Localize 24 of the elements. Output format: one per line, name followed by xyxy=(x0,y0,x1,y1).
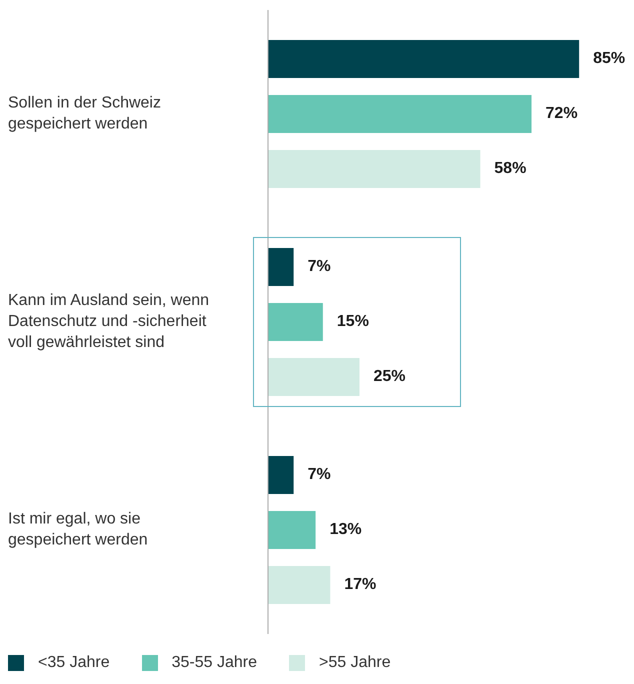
bar xyxy=(268,456,294,494)
data-label: 7% xyxy=(308,466,331,484)
data-label: 25% xyxy=(374,368,406,386)
data-label: 72% xyxy=(546,105,578,122)
data-label: 58% xyxy=(494,160,526,178)
data-label: 15% xyxy=(336,313,369,330)
bar xyxy=(268,511,316,549)
data-label: 17% xyxy=(344,576,376,594)
bar xyxy=(268,248,294,286)
data-label: 7% xyxy=(308,258,331,276)
legend-label: >55 Jahre xyxy=(319,654,391,672)
bar xyxy=(268,566,330,604)
data-label: 13% xyxy=(330,521,362,538)
legend-label: <35 Jahre xyxy=(38,654,110,672)
y-tick-label: Ist mir egal, wo sie gespeichert werden xyxy=(8,510,148,549)
bar xyxy=(268,150,480,188)
bar xyxy=(268,95,532,133)
data-label: 85% xyxy=(593,50,626,68)
bar xyxy=(268,358,360,396)
legend-label: 35-55 Jahre xyxy=(172,654,257,672)
y-tick-label: Kann im Ausland sein, wenn Datenschutz und -sicherheit voll gewährleistet sind xyxy=(8,292,210,352)
y-tick-label: Sollen in der Schweiz gespeichert werden xyxy=(8,94,161,133)
bar xyxy=(268,303,323,341)
bar xyxy=(268,40,580,78)
